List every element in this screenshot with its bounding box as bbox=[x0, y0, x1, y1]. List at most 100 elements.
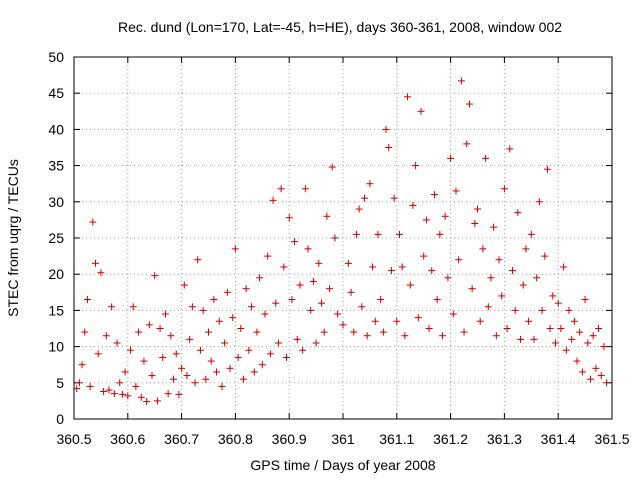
data-point bbox=[500, 185, 508, 193]
data-point bbox=[498, 292, 506, 300]
data-point bbox=[377, 296, 385, 304]
data-point bbox=[199, 306, 207, 314]
data-point bbox=[256, 274, 264, 282]
data-point bbox=[517, 335, 525, 343]
data-point bbox=[533, 274, 541, 282]
data-point bbox=[78, 361, 86, 369]
x-tick-label: 360.5 bbox=[56, 431, 91, 447]
data-point bbox=[129, 303, 137, 311]
data-point bbox=[406, 281, 414, 289]
chart-title: Rec. dund (Lon=170, Lat=-45, h=HE), days… bbox=[118, 19, 562, 35]
data-point bbox=[600, 343, 608, 351]
data-point bbox=[94, 350, 102, 358]
data-point bbox=[506, 145, 514, 153]
data-point bbox=[135, 328, 143, 336]
data-point bbox=[118, 390, 126, 398]
data-point bbox=[285, 214, 293, 222]
data-point bbox=[549, 292, 557, 300]
x-tick-label: 361.3 bbox=[487, 431, 522, 447]
data-point bbox=[167, 332, 175, 340]
data-point bbox=[503, 325, 511, 332]
data-point bbox=[105, 386, 113, 394]
data-point bbox=[156, 325, 164, 332]
y-tick-label: 50 bbox=[48, 49, 64, 65]
data-point bbox=[223, 288, 231, 296]
data-point bbox=[234, 353, 242, 361]
data-point bbox=[145, 321, 153, 329]
data-point bbox=[334, 310, 342, 318]
axis-ticks: 360.5 360.6 360.7 360.8 360.9 361 361.1 361.2 36… bbox=[48, 49, 629, 447]
data-point bbox=[317, 299, 325, 307]
data-point bbox=[455, 256, 463, 264]
data-point bbox=[538, 306, 546, 314]
data-point bbox=[148, 372, 156, 380]
data-point bbox=[592, 364, 600, 372]
data-point bbox=[250, 368, 258, 376]
data-point bbox=[196, 346, 204, 354]
data-point bbox=[339, 321, 347, 329]
data-point bbox=[514, 209, 522, 217]
data-point bbox=[344, 259, 352, 267]
data-point bbox=[280, 263, 288, 271]
data-point bbox=[603, 379, 611, 387]
data-point bbox=[178, 364, 186, 372]
data-point bbox=[474, 205, 481, 213]
data-point bbox=[164, 390, 172, 398]
x-tick-label: 360.6 bbox=[110, 431, 145, 447]
data-point bbox=[272, 299, 280, 307]
data-points bbox=[73, 77, 611, 406]
data-point bbox=[328, 163, 336, 171]
data-point bbox=[387, 267, 395, 275]
data-point bbox=[248, 303, 256, 311]
data-point bbox=[522, 245, 530, 253]
data-point bbox=[110, 390, 118, 398]
data-point bbox=[352, 230, 360, 238]
data-point bbox=[331, 234, 339, 242]
data-point bbox=[457, 77, 465, 85]
data-point bbox=[439, 332, 447, 340]
data-point bbox=[116, 379, 124, 387]
data-point bbox=[382, 125, 390, 133]
y-tick-label: 0 bbox=[56, 411, 64, 427]
y-axis-label: STEC from uqrg / TECUs bbox=[5, 159, 21, 317]
data-point bbox=[218, 382, 226, 390]
y-tick-label: 20 bbox=[48, 266, 64, 282]
data-point bbox=[183, 372, 191, 380]
data-point bbox=[213, 368, 221, 376]
data-point bbox=[210, 296, 218, 304]
data-point bbox=[121, 368, 129, 376]
data-point bbox=[296, 281, 304, 289]
data-point bbox=[420, 252, 428, 260]
data-point bbox=[404, 93, 412, 101]
data-point bbox=[113, 339, 121, 347]
data-point bbox=[299, 346, 307, 354]
data-point bbox=[379, 328, 387, 336]
data-point bbox=[546, 325, 554, 332]
data-point bbox=[153, 397, 161, 405]
x-tick-label: 361.2 bbox=[433, 431, 468, 447]
data-point bbox=[358, 303, 366, 311]
grid-lines bbox=[74, 57, 612, 419]
data-point bbox=[215, 317, 223, 325]
data-point bbox=[449, 310, 457, 318]
data-point bbox=[412, 162, 420, 170]
data-point bbox=[401, 332, 409, 340]
data-point bbox=[484, 303, 492, 311]
data-point bbox=[441, 212, 449, 220]
data-point bbox=[92, 259, 100, 267]
data-point bbox=[81, 328, 89, 336]
data-point bbox=[137, 393, 145, 401]
y-tick-label: 45 bbox=[48, 85, 64, 101]
data-point bbox=[366, 180, 374, 188]
data-point bbox=[393, 317, 401, 325]
data-point bbox=[552, 339, 560, 347]
data-point bbox=[229, 314, 237, 322]
data-point bbox=[323, 212, 331, 220]
data-point bbox=[519, 281, 527, 289]
data-point bbox=[140, 357, 148, 365]
x-tick-label: 361.1 bbox=[379, 431, 414, 447]
data-point bbox=[573, 357, 581, 365]
data-point bbox=[261, 310, 269, 318]
data-point bbox=[471, 220, 479, 228]
data-point bbox=[239, 375, 247, 383]
